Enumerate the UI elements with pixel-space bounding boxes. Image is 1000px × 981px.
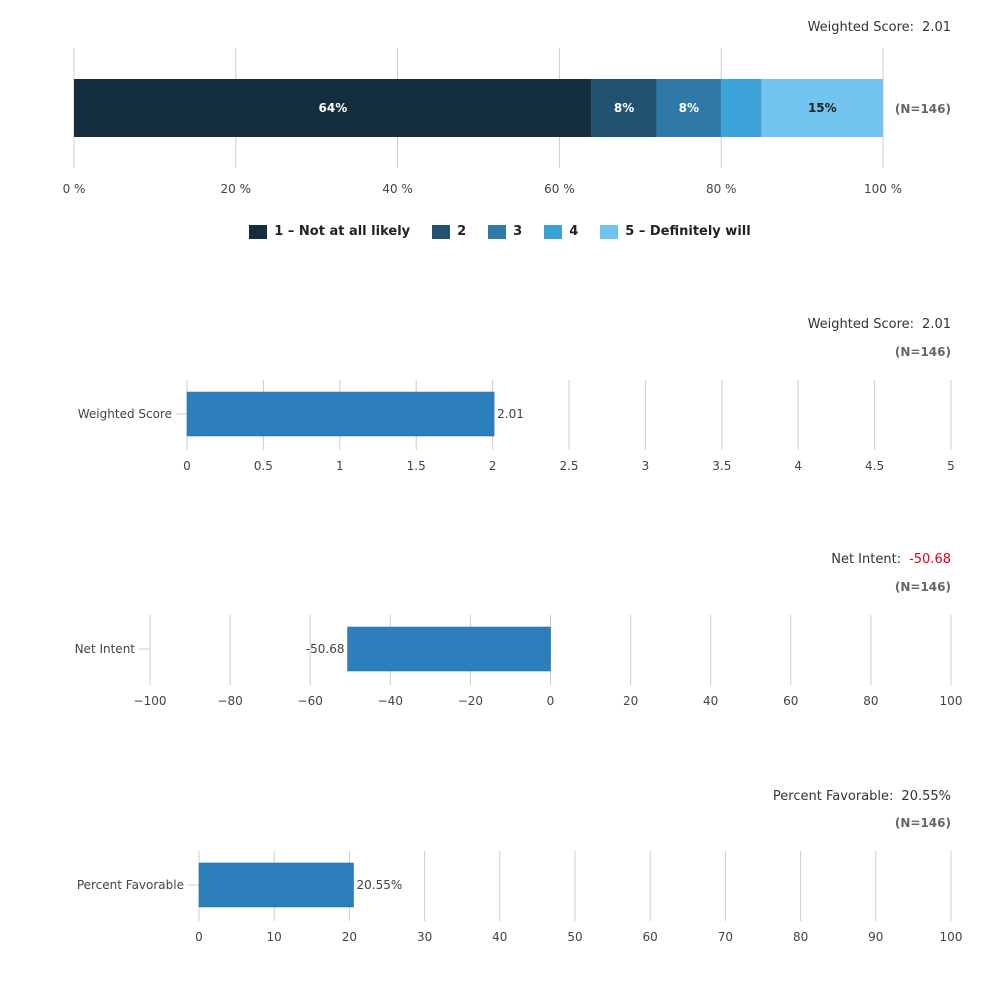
x-tick-label: 0: [547, 694, 555, 708]
x-tick-label: 1.5: [407, 459, 426, 473]
legend-label: 3: [513, 224, 523, 239]
x-tick-label: 4.5: [865, 459, 884, 473]
header-label: Weighted Score:: [807, 20, 915, 35]
bar: [186, 391, 495, 437]
x-tick-label: 20: [623, 694, 638, 708]
x-tick-label: −60: [298, 694, 323, 708]
x-tick-label: 100: [940, 930, 963, 944]
legend-item[interactable]: 5 – Definitely will: [600, 224, 751, 239]
data-label: 15%: [808, 101, 837, 115]
legend-swatch: [488, 224, 507, 239]
x-tick-label: −20: [458, 694, 483, 708]
x-tick-label: 60: [643, 930, 658, 944]
x-tick-label: 60 %: [544, 182, 575, 196]
header-label: Percent Favorable:: [772, 789, 894, 804]
x-tick-label: −80: [217, 694, 242, 708]
x-tick-label: 100 %: [864, 182, 902, 196]
x-tick-label: 0 %: [63, 182, 86, 196]
legend-label: 5 – Definitely will: [625, 224, 751, 239]
legend-label: 4: [569, 224, 579, 239]
x-tick-label: 20: [342, 930, 357, 944]
x-tick-label: 3: [642, 459, 650, 473]
header-weighted-score: Weighted Score: 2.01: [808, 20, 951, 35]
x-tick-label: 30: [417, 930, 432, 944]
data-label: -50.68: [306, 642, 345, 656]
legend-item[interactable]: 3: [488, 224, 522, 239]
bar-segment: [761, 79, 883, 137]
x-tick-label: 1: [336, 459, 344, 473]
x-tick-label: 40 %: [382, 182, 413, 196]
x-tick-label: 0.5: [254, 459, 273, 473]
legend-label: 2: [457, 224, 467, 239]
x-tick-label: 70: [718, 930, 733, 944]
x-tick-label: 0: [195, 930, 203, 944]
bar: [198, 862, 354, 908]
bar-segment: [591, 79, 657, 137]
n-count: (N=146): [894, 102, 951, 116]
header-value: 20.55%: [901, 789, 951, 804]
n-count: (N=146): [894, 580, 951, 594]
legend: 1 – Not at all likely 2 3 4 5 – Definite…: [0, 224, 1000, 239]
x-tick-label: 4: [794, 459, 802, 473]
header-percent-favorable: Percent Favorable: 20.55%: [773, 789, 951, 804]
legend-item[interactable]: 2: [432, 224, 466, 239]
category-label: Percent Favorable: [77, 878, 184, 892]
legend-item[interactable]: 1 – Not at all likely: [249, 224, 410, 239]
legend-label: 1 – Not at all likely: [274, 224, 411, 239]
x-tick-label: 40: [492, 930, 507, 944]
legend-swatch: [249, 224, 268, 239]
bar: [347, 626, 551, 672]
x-tick-label: 3.5: [712, 459, 731, 473]
x-tick-label: 10: [267, 930, 282, 944]
legend-swatch: [432, 224, 451, 239]
x-tick-label: 5: [947, 459, 955, 473]
header-weighted-score-2: Weighted Score: 2.01: [808, 317, 951, 332]
x-tick-label: 2: [489, 459, 497, 473]
x-tick-label: −40: [378, 694, 403, 708]
data-label: 8%: [679, 101, 699, 115]
bar-segment: [74, 79, 592, 137]
category-label: Net Intent: [75, 642, 136, 656]
x-tick-label: 2.5: [559, 459, 578, 473]
legend-swatch: [600, 224, 619, 239]
data-label: 64%: [319, 101, 348, 115]
x-tick-label: 50: [567, 930, 582, 944]
data-label: 8%: [614, 101, 634, 115]
header-net-intent: Net Intent: -50.68: [831, 552, 951, 567]
x-tick-label: 90: [868, 930, 883, 944]
header-label: Net Intent:: [831, 552, 902, 567]
header-value: 2.01: [922, 20, 951, 35]
n-count: (N=146): [894, 345, 951, 359]
category-label: Weighted Score: [78, 407, 172, 421]
bar-segment: [721, 79, 762, 137]
x-tick-label: 80: [863, 694, 878, 708]
header-value: 2.01: [922, 317, 951, 332]
x-tick-label: 40: [703, 694, 718, 708]
header-label: Weighted Score:: [807, 317, 915, 332]
x-tick-label: 100: [940, 694, 963, 708]
x-tick-label: 80: [793, 930, 808, 944]
data-label: 2.01: [497, 407, 524, 421]
header-value: -50.68: [909, 552, 951, 567]
data-label: 20.55%: [357, 878, 403, 892]
x-tick-label: 80 %: [706, 182, 737, 196]
legend-item[interactable]: 4: [544, 224, 578, 239]
x-tick-label: 20 %: [221, 182, 252, 196]
n-count: (N=146): [894, 816, 951, 830]
x-tick-label: −100: [134, 694, 167, 708]
bar-segment: [656, 79, 722, 137]
x-tick-label: 0: [183, 459, 191, 473]
legend-swatch: [544, 224, 563, 239]
x-tick-label: 60: [783, 694, 798, 708]
